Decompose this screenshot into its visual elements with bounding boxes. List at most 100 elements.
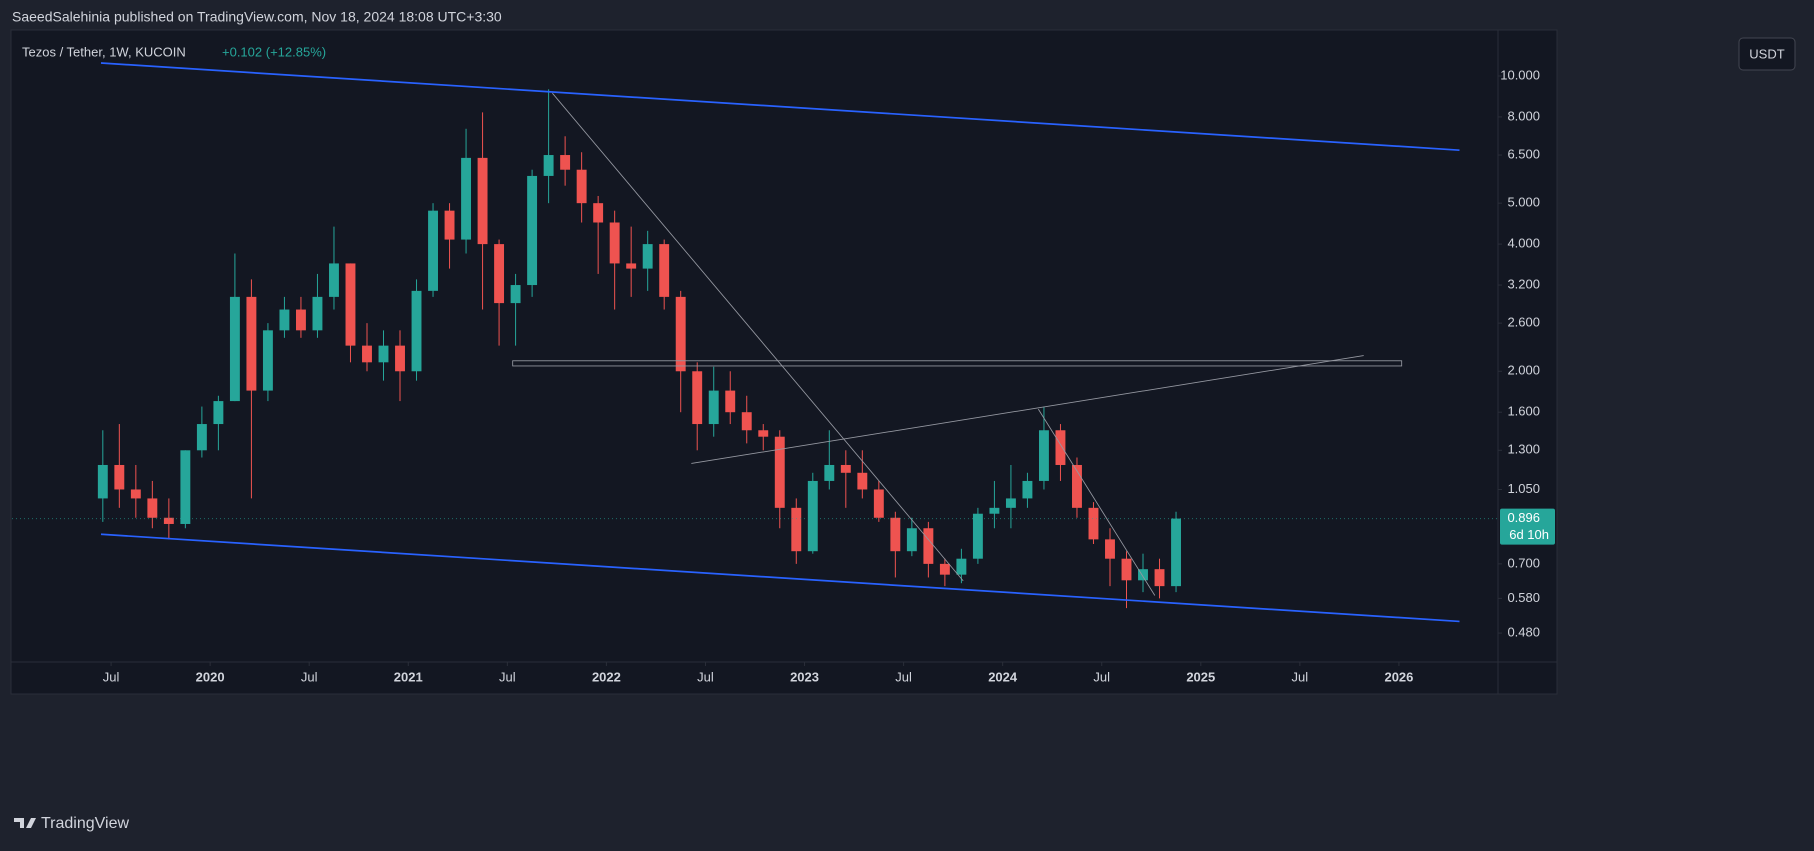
x-tick-label: 2023 [790, 669, 819, 684]
y-tick-label: 0.480 [1507, 625, 1540, 640]
y-tick-label: 1.600 [1507, 404, 1540, 419]
candle-body [411, 290, 422, 372]
candle-body [692, 371, 703, 425]
currency-button[interactable] [1738, 37, 1796, 71]
candle-body [840, 464, 851, 473]
y-tick-label: 3.200 [1507, 276, 1540, 291]
publish-info: SaeedSalehinia published on TradingView.… [12, 9, 502, 25]
trend-line [1037, 408, 1156, 596]
candle-body [1154, 569, 1165, 587]
price-tag-value: 0.896 [1507, 510, 1540, 525]
y-tick-label: 0.580 [1507, 590, 1540, 605]
candle-body [428, 210, 438, 291]
symbol-title: Tezos / Tether, 1W, KUCOIN [22, 44, 186, 59]
candle-body [890, 517, 901, 552]
x-tick-label: Jul [103, 669, 120, 684]
candle-body [329, 263, 339, 297]
candle-body [510, 285, 521, 304]
candle-body [824, 464, 835, 481]
candle-body [345, 263, 356, 346]
candle-body [1088, 507, 1099, 540]
candle-body [906, 528, 917, 552]
price-tag [1500, 508, 1555, 545]
candle-body [196, 424, 207, 451]
plot [97, 89, 1181, 609]
candle-body [791, 507, 802, 552]
candle-body [147, 498, 158, 518]
candle-body [708, 390, 719, 425]
candle-body [295, 309, 306, 331]
candle-body [114, 464, 125, 490]
change-text: +0.102 (+12.85%) [222, 44, 326, 59]
candle-body [989, 507, 1000, 514]
logo-icon [14, 818, 36, 828]
y-tick-label: 4.000 [1507, 236, 1540, 251]
x-tick-label: Jul [1093, 669, 1110, 684]
channel-bottom [100, 533, 1460, 623]
x-tick-label: 2020 [196, 669, 225, 684]
zone-rect [512, 360, 1403, 367]
candle-body [1138, 569, 1148, 581]
x-tick-label: Jul [697, 669, 714, 684]
candle-body [593, 203, 604, 223]
candle-body [477, 157, 488, 245]
candle-body [923, 528, 934, 564]
candle-body [312, 296, 323, 331]
x-tick-label: Jul [895, 669, 912, 684]
candle-body [659, 244, 670, 297]
y-tick-label: 1.300 [1507, 442, 1540, 457]
candle-body [807, 480, 818, 552]
x-tick-label: Jul [1292, 669, 1309, 684]
candle-body [609, 222, 620, 264]
candle-body [626, 263, 637, 269]
candle-body [262, 330, 273, 391]
candle-body [1171, 518, 1181, 587]
candle-body [972, 513, 983, 559]
candle-body [378, 345, 389, 363]
candle-body [560, 155, 571, 170]
candle-body [642, 244, 653, 269]
candle-body [774, 436, 785, 508]
countdown: 6d 10h [1509, 527, 1549, 542]
candle-body [461, 157, 472, 240]
candle-body [675, 296, 686, 372]
candle-body [939, 563, 950, 575]
y-tick-label: 2.600 [1507, 315, 1540, 330]
x-tick-label: Jul [499, 669, 516, 684]
candle-body [758, 430, 769, 437]
y-tick-label: 5.000 [1507, 195, 1540, 210]
candle-body [444, 210, 455, 240]
candle-body [362, 345, 372, 363]
candle-body [725, 390, 736, 413]
x-tick-label: 2026 [1384, 669, 1413, 684]
candle-body [1072, 464, 1082, 508]
candle-body [213, 401, 224, 425]
y-tick-label: 10.000 [1500, 67, 1540, 82]
candle-body [1038, 430, 1049, 481]
candle-body [1105, 539, 1115, 559]
y-tick-label: 6.500 [1507, 146, 1540, 161]
candle-body [163, 517, 174, 524]
x-tick-label: Jul [301, 669, 318, 684]
candle-body [279, 309, 290, 331]
candle-body [229, 296, 240, 402]
currency-label[interactable]: USDT [1749, 46, 1784, 61]
drawings [100, 62, 1460, 623]
x-tick-label: 2025 [1186, 669, 1215, 684]
candle-body [956, 558, 967, 575]
candle-body [130, 489, 141, 499]
candle-body [1121, 558, 1132, 581]
footer-logo: TradingView [14, 815, 129, 832]
candle-body [1022, 480, 1033, 499]
candle-body [741, 412, 752, 431]
brand: TradingView [41, 815, 129, 832]
candle-body [543, 155, 554, 176]
y-tick-label: 2.000 [1507, 363, 1540, 378]
candle-body [527, 175, 538, 286]
candle-body [576, 169, 587, 204]
candle-body [1005, 498, 1016, 508]
x-tick-label: 2024 [988, 669, 1018, 684]
candle-body [1055, 430, 1066, 465]
candle-body [180, 450, 191, 524]
